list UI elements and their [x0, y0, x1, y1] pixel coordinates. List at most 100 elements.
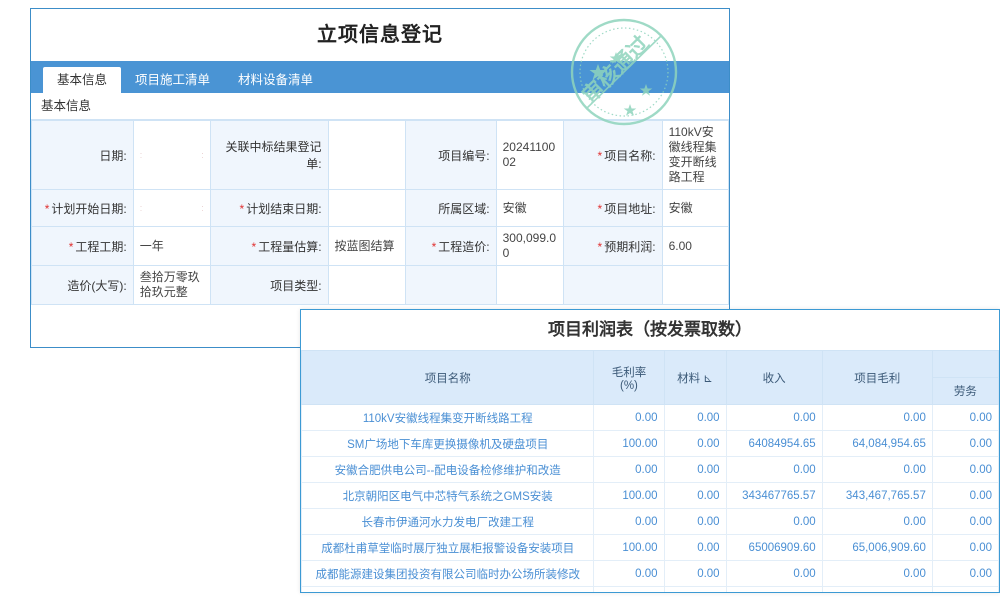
table-row[interactable]: SM广场地下车库更换摄像机及硬盘项目 100.00 0.00 64084954.65 6…	[301, 430, 999, 457]
required-marker: *	[251, 239, 257, 254]
required-marker: *	[597, 239, 603, 254]
col-margin-rate[interactable]: 毛利率 (%)	[593, 350, 665, 405]
col-project-name[interactable]: 项目名称	[301, 350, 595, 405]
table-row[interactable]: 110kV安徽线程集变开断线路工程 0.00 0.00 0.00 0.00 0.00	[301, 404, 999, 431]
row-labor: 0.00	[931, 456, 999, 483]
project-no-field[interactable]: 2024110002	[495, 120, 565, 190]
plan-end-field[interactable]	[327, 189, 406, 227]
plan-end-label: * 计划结束日期:	[209, 189, 329, 227]
project-name-field[interactable]: 110kV安徽线程集变开断线路工程	[661, 120, 729, 190]
table-row[interactable]: 长春市伊通河水力发电厂改建工程 0.00 0.00 0.00 0.00 0.00	[301, 508, 999, 535]
region-field[interactable]: 安徽	[495, 189, 565, 227]
row-labor: 0.00	[931, 482, 999, 509]
cost-words-field[interactable]: 叁拾万零玖拾玖元整	[132, 265, 211, 305]
cost-label: * 工程造价:	[404, 226, 497, 266]
region-label: 所属区域:	[404, 189, 497, 227]
profit-table-panel: 项目利润表（按发票取数） 项目名称 毛利率 (%) 材料 ⊾ 收入 项目毛利	[300, 309, 1000, 593]
address-label: * 项目地址:	[563, 189, 663, 227]
col-labor[interactable]: 劳务	[931, 377, 999, 405]
row-margin-rate: 0.00	[593, 404, 665, 431]
row-material: 0.00	[663, 508, 727, 535]
row-project-name: 110kV安徽线程集变开断线路工程	[301, 404, 595, 431]
row-labor: 0.00	[931, 586, 999, 592]
row-material: 0.00	[663, 560, 727, 587]
row-material: 0.00	[663, 586, 727, 592]
tab-material-equipment-list[interactable]: 材料设备清单	[238, 73, 314, 87]
row-income: 0.00	[725, 560, 823, 587]
row-gross-profit: 64,084,954.65	[821, 430, 933, 457]
row-project-name: 北京朝阳区电气中芯特气系统之GMS安装	[301, 482, 595, 509]
cost-field[interactable]: 300,099.00	[495, 226, 565, 266]
project-type-label: 项目类型:	[209, 265, 329, 305]
row-margin-rate: 100.00	[593, 534, 665, 561]
col-income[interactable]: 收入	[725, 350, 823, 405]
form-row-4: 造价(大写): 叁拾万零玖拾玖元整 项目类型:	[31, 265, 729, 305]
bid-result-label: 关联中标结果登记单:	[209, 120, 329, 190]
table-row[interactable]: 成都杜甫草堂临时展厅独立展柜报警设备安装项目 100.00 0.00 65006909…	[301, 534, 999, 561]
form-row-1: 日期: :: 关联中标结果登记单: 项目编号: 2024110002 * 项目名称…	[31, 120, 729, 190]
row-gross-profit: 343,467,765.57	[821, 482, 933, 509]
section-header-basic-info: 基本信息	[31, 93, 729, 120]
quantity-est-label-text: 工程量估算:	[258, 239, 322, 254]
row-project-name: 安徽合肥供电公司--配电设备检修维护和改造	[301, 456, 595, 483]
required-marker: *	[431, 239, 437, 254]
row-labor: 0.00	[931, 404, 999, 431]
duration-field[interactable]: 一年	[132, 226, 211, 266]
row-project-name: 成都能源建设集团投资有限公司临时办公场所装修改	[301, 560, 595, 587]
row-income: 343467765.57	[725, 482, 823, 509]
date-input[interactable]: ::	[139, 145, 204, 165]
row-material: 0.00	[663, 534, 727, 561]
page-title: 立项信息登记	[317, 24, 443, 46]
row-income: 0.00	[725, 456, 823, 483]
required-marker: *	[597, 148, 603, 163]
project-name-label-text: 项目名称:	[604, 148, 656, 163]
plan-start-field[interactable]: ::	[132, 189, 211, 227]
row-gross-profit: 49,454,945.54	[821, 586, 933, 592]
expected-profit-field[interactable]: 6.00	[661, 226, 729, 266]
date-field[interactable]: ::	[132, 120, 211, 190]
expected-profit-label-text: 预期利润:	[604, 239, 656, 254]
project-type-field[interactable]	[327, 265, 406, 305]
plan-start-label: * 计划开始日期:	[31, 189, 134, 227]
row-income: 49454945.54	[725, 586, 823, 592]
profit-table: 项目名称 毛利率 (%) 材料 ⊾ 收入 项目毛利 劳务 110kV安徽线程集变…	[301, 350, 999, 592]
row-project-name: 成都沙河环境综合提升改造运河护岸维修改造	[301, 586, 595, 592]
date-placeholder: ::	[139, 149, 204, 160]
row-margin-rate: 100.00	[593, 430, 665, 457]
tab-construction-list[interactable]: 项目施工清单	[135, 73, 211, 87]
row-material: 0.00	[663, 482, 727, 509]
plan-end-label-text: 计划结束日期:	[246, 201, 322, 216]
plan-start-input[interactable]: ::	[139, 198, 204, 218]
row-margin-rate: 100.00	[593, 586, 665, 592]
col-margin-rate-unit: (%)	[620, 379, 638, 392]
tab-bar: 基本信息 项目施工清单 材料设备清单	[31, 61, 729, 93]
row-gross-profit: 65,006,909.60	[821, 534, 933, 561]
row-material: 0.00	[663, 456, 727, 483]
row-margin-rate: 100.00	[593, 482, 665, 509]
row-labor: 0.00	[931, 560, 999, 587]
plan-start-label-text: 计划开始日期:	[51, 201, 127, 216]
tab-basic-info[interactable]: 基本信息	[43, 67, 122, 93]
spacer-field-2	[661, 265, 729, 305]
row-gross-profit: 0.00	[821, 508, 933, 535]
row-gross-profit: 0.00	[821, 560, 933, 587]
row-material: 0.00	[663, 404, 727, 431]
plan-start-placeholder: ::	[139, 202, 204, 213]
spacer-label-2	[563, 265, 663, 305]
bid-result-field[interactable]	[327, 120, 406, 190]
profit-table-title: 项目利润表（按发票取数）	[301, 310, 999, 350]
col-gross-profit[interactable]: 项目毛利	[821, 350, 933, 405]
form-row-2: * 计划开始日期: :: * 计划结束日期: 所属区域: 安徽 * 项目地址: 安徽	[31, 189, 729, 227]
project-name-label: * 项目名称:	[563, 120, 663, 190]
col-material[interactable]: 材料 ⊾	[663, 350, 727, 405]
row-margin-rate: 0.00	[593, 560, 665, 587]
table-row[interactable]: 北京朝阳区电气中芯特气系统之GMS安装 100.00 0.00 343467765.5…	[301, 482, 999, 509]
table-row[interactable]: 成都沙河环境综合提升改造运河护岸维修改造100.000.0049454945.5…	[301, 586, 999, 592]
address-field[interactable]: 安徽	[661, 189, 729, 227]
quantity-est-field[interactable]: 按蓝图结算	[327, 226, 406, 266]
row-income: 65006909.60	[725, 534, 823, 561]
duration-label-text: 工程工期:	[75, 239, 127, 254]
table-row[interactable]: 安徽合肥供电公司--配电设备检修维护和改造 0.00 0.00 0.00 0.00 0.0…	[301, 456, 999, 483]
table-row[interactable]: 成都能源建设集团投资有限公司临时办公场所装修改 0.00 0.00 0.00 0.00 0…	[301, 560, 999, 587]
